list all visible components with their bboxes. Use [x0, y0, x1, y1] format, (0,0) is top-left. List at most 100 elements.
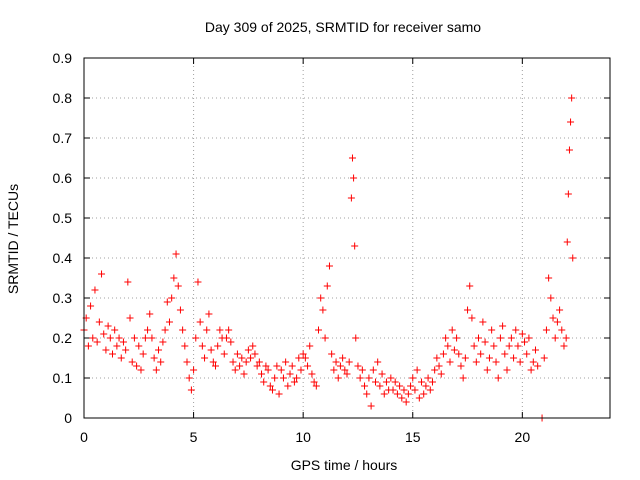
data-point	[481, 338, 489, 346]
data-point	[165, 318, 173, 326]
data-point	[424, 374, 432, 382]
data-point	[494, 374, 502, 382]
data-point	[404, 390, 412, 398]
data-point	[485, 354, 493, 362]
data-point	[176, 306, 184, 314]
data-point	[271, 374, 279, 382]
y-tick-label: 0.5	[53, 210, 73, 226]
data-point	[492, 358, 500, 366]
data-point	[260, 378, 268, 386]
data-point	[293, 374, 301, 382]
data-point	[437, 370, 445, 378]
data-point	[472, 358, 480, 366]
data-point	[288, 362, 296, 370]
data-point	[534, 362, 542, 370]
data-point	[464, 306, 472, 314]
data-point	[505, 342, 513, 350]
data-point	[380, 390, 388, 398]
data-point	[488, 326, 496, 334]
data-point	[117, 354, 125, 362]
data-point	[450, 346, 458, 354]
data-point	[523, 350, 531, 358]
data-point	[426, 386, 434, 394]
x-tick-label: 15	[405, 429, 421, 445]
data-point	[262, 362, 270, 370]
y-tick-label: 0.3	[53, 290, 73, 306]
data-point	[347, 194, 355, 202]
data-point	[514, 342, 522, 350]
data-point	[527, 366, 535, 374]
data-point	[196, 318, 204, 326]
data-point	[376, 382, 384, 390]
x-tick-label: 20	[515, 429, 531, 445]
data-point	[275, 390, 283, 398]
data-point	[568, 94, 576, 102]
data-point	[529, 358, 537, 366]
data-point	[148, 334, 156, 342]
data-point	[567, 118, 575, 126]
grid-layer	[84, 58, 610, 418]
data-point	[507, 334, 515, 342]
data-point	[100, 330, 108, 338]
data-point	[170, 274, 178, 282]
data-point	[306, 342, 314, 350]
data-point	[415, 394, 423, 402]
data-point	[563, 238, 571, 246]
data-point	[339, 354, 347, 362]
data-point	[354, 362, 362, 370]
data-point	[111, 326, 119, 334]
data-point	[304, 362, 312, 370]
y-tick-label: 0.7	[53, 130, 73, 146]
chart-title: Day 309 of 2025, SRMTID for receiver sam…	[205, 19, 481, 35]
data-point	[516, 358, 524, 366]
data-point	[251, 350, 259, 358]
data-point	[562, 334, 570, 342]
data-point	[181, 342, 189, 350]
data-point	[201, 354, 209, 362]
data-point	[336, 362, 344, 370]
data-point	[308, 370, 316, 378]
x-tick-label: 0	[80, 429, 88, 445]
data-point	[137, 366, 145, 374]
data-point	[185, 374, 193, 382]
data-point	[108, 350, 116, 358]
y-axis-label: SRMTID / TECUs	[5, 184, 21, 294]
data-point	[343, 370, 351, 378]
data-point	[155, 346, 163, 354]
data-point	[479, 318, 487, 326]
data-point	[168, 294, 176, 302]
data-point	[244, 346, 252, 354]
data-point	[310, 378, 318, 386]
data-point	[549, 314, 557, 322]
data-point	[391, 378, 399, 386]
data-point	[459, 374, 467, 382]
data-point	[334, 374, 342, 382]
data-point	[352, 334, 360, 342]
data-point	[328, 350, 336, 358]
y-tick-label: 0.9	[53, 50, 73, 66]
data-point	[323, 282, 331, 290]
x-axis-label: GPS time / hours	[291, 457, 398, 473]
data-point	[87, 302, 95, 310]
data-point	[319, 306, 327, 314]
data-point	[258, 370, 266, 378]
data-point	[553, 318, 561, 326]
data-point	[141, 334, 149, 342]
data-point	[477, 350, 485, 358]
data-point	[179, 326, 187, 334]
data-point	[102, 346, 110, 354]
data-point	[428, 378, 436, 386]
data-point	[284, 382, 292, 390]
data-point	[157, 358, 165, 366]
data-point	[209, 358, 217, 366]
data-point	[518, 330, 526, 338]
y-tick-label: 0.2	[53, 330, 73, 346]
data-point	[301, 354, 309, 362]
data-point	[233, 350, 241, 358]
data-point	[279, 374, 287, 382]
data-point	[128, 358, 136, 366]
data-point	[551, 334, 559, 342]
data-point	[212, 362, 219, 370]
data-point	[242, 358, 250, 366]
